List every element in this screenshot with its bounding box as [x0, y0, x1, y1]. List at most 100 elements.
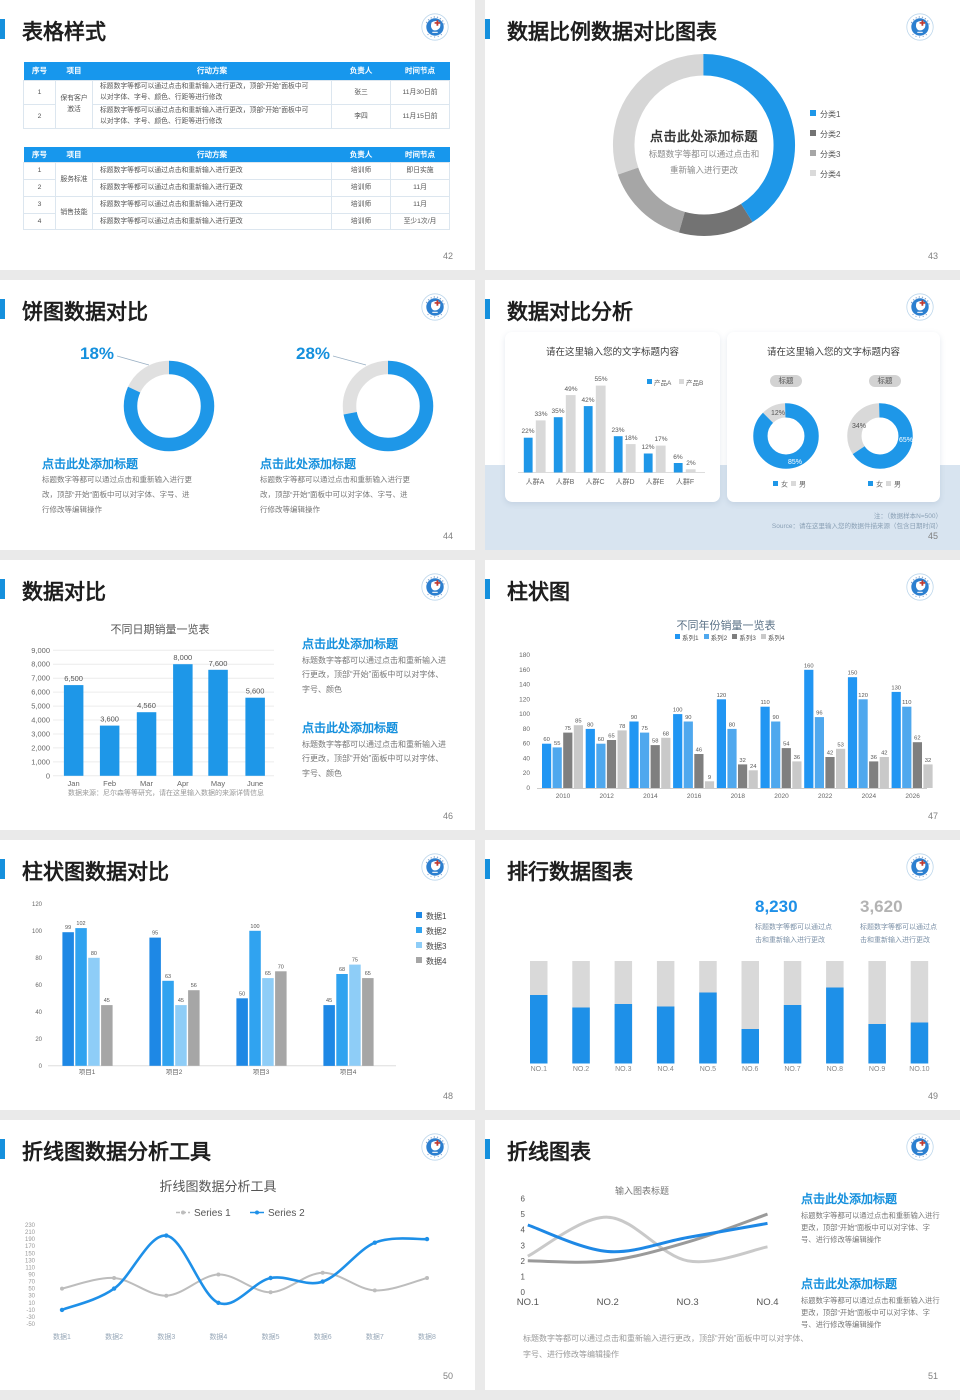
svg-text:60: 60 — [543, 737, 549, 743]
svg-text:数据5: 数据5 — [262, 1332, 280, 1341]
svg-text:210: 210 — [25, 1230, 36, 1236]
svg-text:78: 78 — [619, 724, 625, 730]
svg-text:50: 50 — [239, 991, 245, 997]
svg-text:10: 10 — [28, 1301, 35, 1307]
svg-text:65: 65 — [608, 734, 614, 740]
svg-text:7,600: 7,600 — [209, 659, 228, 668]
svg-text:150: 150 — [25, 1251, 36, 1257]
svg-text:NO.2: NO.2 — [597, 1297, 619, 1308]
svg-text:June: June — [247, 779, 263, 788]
svg-text:80: 80 — [587, 722, 593, 728]
svg-text:46: 46 — [696, 748, 702, 754]
svg-text:45: 45 — [326, 998, 332, 1004]
svg-text:45: 45 — [178, 998, 184, 1004]
svg-text:NO.3: NO.3 — [677, 1297, 699, 1308]
svg-text:项目2: 项目2 — [166, 1068, 183, 1076]
svg-text:100: 100 — [519, 711, 530, 718]
svg-text:Apr: Apr — [177, 779, 189, 788]
svg-text:70: 70 — [28, 1280, 35, 1286]
svg-text:2014: 2014 — [643, 793, 658, 800]
svg-text:55: 55 — [554, 741, 560, 747]
svg-text:70: 70 — [278, 964, 284, 970]
svg-text:Jan: Jan — [68, 779, 80, 788]
svg-text:68: 68 — [663, 731, 669, 737]
svg-text:95: 95 — [152, 931, 158, 937]
svg-text:110: 110 — [25, 1265, 35, 1271]
svg-text:80: 80 — [523, 726, 531, 733]
svg-text:100: 100 — [250, 924, 259, 930]
svg-text:85%: 85% — [788, 459, 802, 466]
svg-text:4: 4 — [521, 1226, 526, 1235]
svg-text:53: 53 — [837, 742, 843, 748]
svg-text:NO.1: NO.1 — [517, 1297, 539, 1308]
svg-text:190: 190 — [25, 1237, 36, 1243]
svg-text:数据8: 数据8 — [418, 1332, 436, 1341]
svg-text:-10: -10 — [26, 1308, 35, 1314]
svg-text:Feb: Feb — [103, 779, 116, 788]
svg-text:2026: 2026 — [905, 793, 920, 800]
svg-text:130: 130 — [25, 1258, 36, 1264]
svg-text:8,000: 8,000 — [173, 653, 192, 662]
svg-text:NO.1: NO.1 — [531, 1066, 547, 1073]
svg-text:Series 2: Series 2 — [268, 1208, 305, 1219]
svg-text:NO.3: NO.3 — [615, 1066, 631, 1073]
svg-text:2018: 2018 — [731, 793, 746, 800]
svg-text:34%: 34% — [852, 423, 866, 430]
svg-text:35%: 35% — [551, 408, 564, 415]
svg-text:2020: 2020 — [774, 793, 789, 800]
svg-text:80: 80 — [729, 722, 735, 728]
svg-text:32: 32 — [925, 758, 931, 764]
svg-text:140: 140 — [519, 682, 530, 689]
svg-text:99: 99 — [65, 925, 71, 931]
svg-text:160: 160 — [519, 667, 530, 674]
svg-text:7,000: 7,000 — [31, 674, 50, 683]
svg-text:100: 100 — [673, 708, 683, 714]
svg-text:30: 30 — [28, 1294, 35, 1300]
svg-text:数据4: 数据4 — [209, 1332, 227, 1341]
svg-text:-50: -50 — [26, 1322, 35, 1328]
svg-text:130: 130 — [891, 685, 901, 691]
svg-text:5: 5 — [521, 1210, 526, 1219]
svg-text:68: 68 — [339, 967, 345, 973]
svg-text:0: 0 — [46, 771, 50, 780]
svg-text:数据2: 数据2 — [105, 1332, 123, 1341]
svg-text:23%: 23% — [611, 427, 624, 434]
svg-text:42%: 42% — [581, 397, 594, 404]
svg-text:3: 3 — [521, 1241, 526, 1250]
svg-text:男: 男 — [894, 481, 901, 489]
svg-text:6,000: 6,000 — [31, 688, 50, 697]
svg-text:项目3: 项目3 — [253, 1068, 270, 1076]
svg-text:60: 60 — [598, 737, 604, 743]
svg-text:20: 20 — [523, 770, 531, 777]
svg-text:63: 63 — [165, 974, 171, 980]
svg-text:6: 6 — [521, 1195, 526, 1204]
svg-text:170: 170 — [25, 1244, 36, 1250]
svg-text:90: 90 — [28, 1273, 35, 1279]
svg-text:49%: 49% — [564, 386, 577, 393]
svg-text:110: 110 — [902, 700, 911, 706]
svg-text:4,000: 4,000 — [31, 716, 50, 725]
svg-text:1: 1 — [521, 1272, 526, 1281]
svg-text:110: 110 — [760, 700, 769, 706]
svg-text:62: 62 — [914, 736, 920, 742]
svg-text:数据7: 数据7 — [366, 1332, 384, 1341]
svg-text:85: 85 — [575, 719, 581, 725]
svg-text:75: 75 — [641, 726, 647, 732]
svg-text:人群A: 人群A — [526, 477, 545, 486]
svg-text:1,000: 1,000 — [31, 757, 50, 766]
svg-text:-30: -30 — [26, 1315, 35, 1321]
svg-text:NO.6: NO.6 — [742, 1066, 758, 1073]
svg-text:17%: 17% — [654, 436, 667, 443]
svg-text:Mar: Mar — [140, 779, 153, 788]
svg-text:人群D: 人群D — [615, 477, 634, 486]
svg-text:60: 60 — [523, 741, 531, 748]
svg-text:120: 120 — [717, 693, 727, 699]
svg-text:120: 120 — [32, 902, 43, 908]
svg-text:0: 0 — [39, 1064, 43, 1070]
svg-text:NO.2: NO.2 — [573, 1066, 589, 1073]
svg-text:NO.5: NO.5 — [700, 1066, 716, 1073]
svg-text:2022: 2022 — [818, 793, 833, 800]
svg-text:Series 1: Series 1 — [194, 1208, 231, 1219]
svg-text:数据1: 数据1 — [53, 1332, 71, 1341]
svg-text:9: 9 — [708, 775, 711, 781]
